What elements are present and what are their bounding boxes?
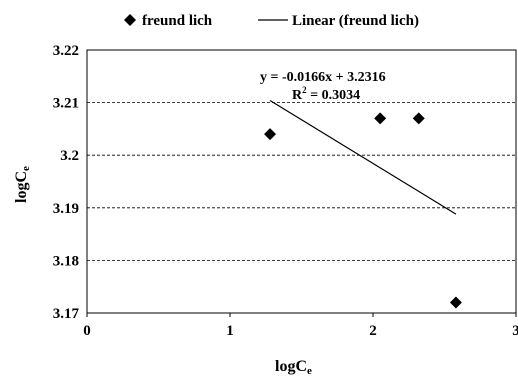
- trendline-layer: [269, 99, 457, 215]
- data-point-diamond: [449, 296, 462, 309]
- x-tick-label: 3: [512, 323, 518, 339]
- x-tick-label: 1: [226, 323, 234, 339]
- legend: freund lich Linear (freund lich): [124, 13, 419, 29]
- data-point-diamond: [264, 128, 277, 141]
- x-axis-title: logCe: [275, 358, 312, 377]
- y-axis-title: logCe: [13, 166, 32, 203]
- y-tick-label: 3.19: [53, 201, 79, 217]
- y-tick-label: 3.17: [53, 306, 80, 322]
- data-point-diamond: [412, 112, 425, 125]
- plot-area: [86, 49, 517, 314]
- legend-label-line: Linear (freund lich): [292, 13, 419, 29]
- x-axis-tick-labels: 0 1 2 3: [83, 313, 518, 339]
- x-tick-label: 2: [369, 323, 377, 339]
- y-tick-label: 3.21: [53, 96, 79, 112]
- regression-equation: y = -0.0166x + 3.2316: [260, 70, 386, 85]
- y-tick-label: 3.22: [53, 43, 79, 59]
- gridlines: [87, 102, 516, 261]
- x-tick-label: 0: [83, 323, 91, 339]
- legend-marker-diamond: [124, 14, 136, 26]
- regression-annotation: y = -0.0166x + 3.2316 R2 = 0.3034: [260, 70, 386, 103]
- legend-label-scatter: freund lich: [142, 13, 213, 29]
- r-squared-label: R2 = 0.3034: [292, 85, 360, 103]
- y-tick-label: 3.18: [53, 253, 79, 269]
- data-point-diamond: [374, 112, 387, 125]
- data-points-layer: [264, 112, 462, 309]
- trendline: [269, 99, 457, 215]
- y-tick-label: 3.2: [60, 148, 79, 164]
- y-axis-tick-labels: 3.17 3.18 3.19 3.2 3.21 3.22: [53, 43, 80, 322]
